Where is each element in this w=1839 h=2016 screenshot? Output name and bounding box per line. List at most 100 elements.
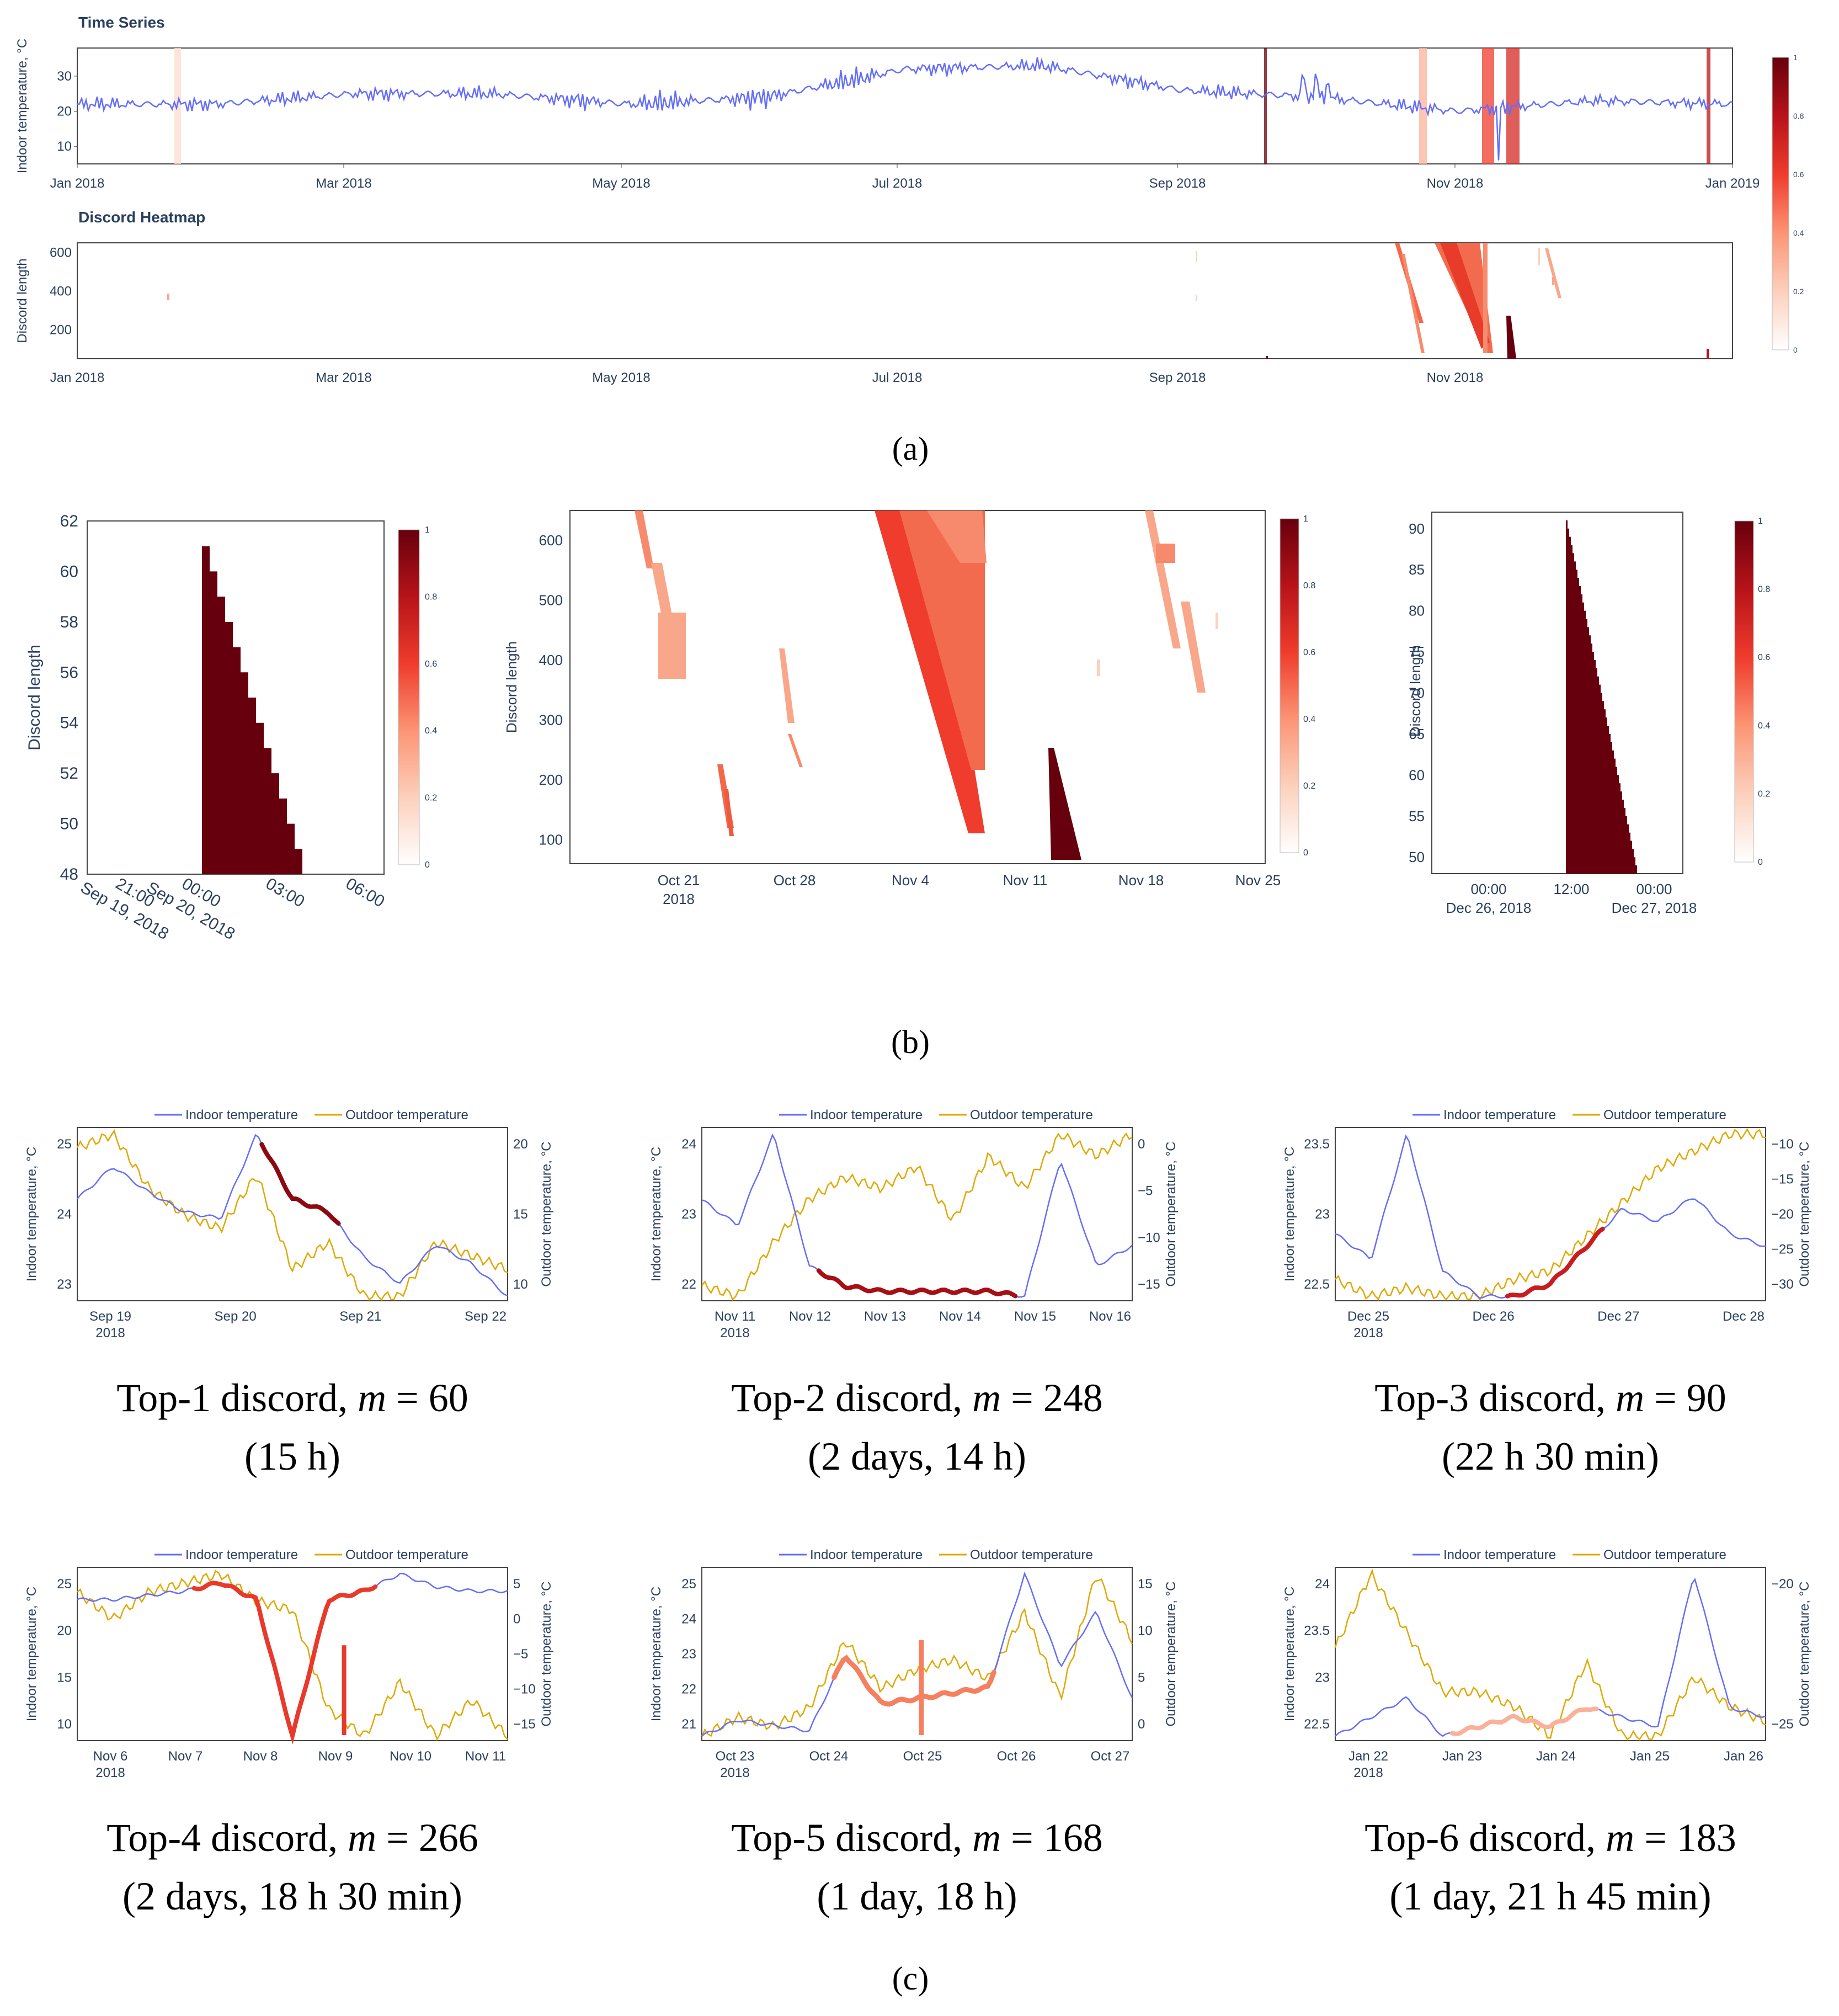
y-tick-label: 55 [1409, 808, 1425, 825]
x-tick-date: 2018 [95, 1326, 125, 1341]
y-left-tick-label: 22 [681, 1682, 696, 1697]
discord-chart-5: Indoor temperature Outdoor temperature 21 2… [649, 1547, 1179, 1918]
heatmap-streak [927, 510, 987, 563]
colorbar-tick-label: 1 [425, 525, 430, 535]
caption-m-value: = 248 [1001, 1376, 1103, 1420]
colorbar-tick-label: 1 [1758, 517, 1763, 526]
caption-m-value: = 183 [1634, 1816, 1736, 1860]
discord-caption-line2: (2 days, 14 h) [808, 1434, 1026, 1478]
x-tick-label: Jan 26 [1724, 1749, 1763, 1764]
y-tick-label: 62 [60, 512, 78, 530]
colorbar-tick-label: 0 [1793, 345, 1798, 354]
x-tick-date: 2018 [720, 1326, 749, 1341]
discord-segment [831, 1655, 996, 1707]
colorbar-tick-label: 1 [1303, 514, 1308, 524]
colorbar-tick-label: 0.6 [1758, 653, 1770, 662]
y-left-label: Indoor temperature, °C [24, 1147, 39, 1281]
x-tick-label: Sep 2018 [1149, 370, 1206, 385]
x-tick-label: Mar 2018 [316, 370, 371, 385]
colorbar-tick-label: 0.2 [425, 794, 437, 803]
outdoor-temperature-line [701, 1132, 1133, 1301]
indoor-temperature-series [77, 57, 1733, 161]
colorbar-tick-label: 0.8 [1758, 585, 1770, 594]
legend-indoor-label: Indoor temperature [1443, 1108, 1556, 1123]
colorbar-tick-label: 0.6 [425, 659, 437, 669]
heatmap-title: Discord Heatmap [78, 209, 205, 226]
x-tick-label: Jan 2018 [50, 176, 105, 191]
heatmap-y-ticks: 200 400 600 [50, 246, 72, 338]
discord-segment [816, 1268, 1018, 1299]
y-right-tick-label: 10 [1138, 1624, 1153, 1639]
y-tick-label: 600 [539, 532, 563, 549]
x-tick-label: Jul 2018 [872, 370, 923, 385]
y-left-label: Indoor temperature, °C [1282, 1147, 1297, 1281]
panel-a-label: (a) [892, 430, 929, 467]
y-right-tick-label: −5 [513, 1647, 528, 1662]
y-right-tick-label: 0 [1138, 1137, 1145, 1152]
x-tick-label: Nov 15 [1014, 1309, 1056, 1324]
x-tick-label: Nov 11 [1003, 872, 1047, 889]
caption-rank: Top-6 discord, [1364, 1816, 1606, 1860]
caption-m-symbol: m [1606, 1816, 1634, 1860]
chart-frame [701, 1567, 1133, 1741]
y-right-label: Outdoor temperature, °C [1797, 1141, 1812, 1286]
heatmap-cell [1552, 277, 1554, 285]
colorbar-tick-label: 0.8 [425, 592, 437, 602]
outdoor-temperature-line [1335, 1127, 1766, 1301]
y-right-tick-label: 0 [513, 1612, 520, 1627]
discord-caption-line2: (1 day, 18 h) [817, 1874, 1017, 1918]
outdoor-temperature-line [76, 1129, 508, 1301]
heatmap-streak [779, 648, 795, 723]
discord-chart-4: Indoor temperature Outdoor temperature 10 1… [24, 1547, 554, 1918]
y-left-tick-label: 25 [57, 1577, 72, 1592]
y-right-label: Outdoor temperature, °C [1164, 1581, 1179, 1726]
x-tick-label: Nov 14 [939, 1309, 981, 1324]
x-tick-label: Nov 4 [892, 872, 929, 889]
discord-segment [191, 1581, 378, 1744]
y-tick-label: 20 [57, 104, 72, 119]
heatmap-cell [1538, 248, 1540, 265]
x-tick-label: Oct 28 [774, 872, 816, 889]
x-tick-label: Nov 6 [93, 1749, 128, 1764]
zoom2-heatmap-cells [635, 510, 1218, 860]
zoom3-y-ticks: 50 55 60 65 70 75 80 85 90 [1409, 520, 1425, 865]
caption-rank: Top-4 discord, [106, 1816, 348, 1860]
zoom2-y-label: Discord length [503, 641, 520, 733]
x-tick-label: 06:00 [343, 875, 388, 911]
discord-segment [1449, 1706, 1599, 1736]
x-tick-label: Nov 2018 [1427, 370, 1484, 385]
heatmap-cell [1707, 349, 1709, 359]
x-tick-label: 00:00 [1636, 881, 1672, 897]
zoom1-y-label: Discord length [25, 645, 44, 751]
heatmap-cell [1266, 356, 1268, 359]
y-tick-label: 60 [60, 562, 78, 581]
colorbar-tick-label: 0.4 [1793, 228, 1804, 237]
colorbar-tick-label: 0.6 [1793, 170, 1804, 179]
y-tick-label: 200 [539, 772, 563, 788]
legend-indoor-label: Indoor temperature [1443, 1547, 1556, 1562]
colorbar-tick-label: 0.2 [1303, 781, 1315, 791]
y-left-tick-label: 23 [1315, 1670, 1330, 1685]
caption-rank: Top-5 discord, [731, 1816, 972, 1860]
y-left-label: Indoor temperature, °C [1282, 1587, 1297, 1721]
x-tick-label: May 2018 [592, 370, 650, 385]
zoom3-colorbar-ticks: 0 0.2 0.4 0.6 0.8 1 [1758, 517, 1770, 867]
caption-m-value: = 266 [376, 1816, 478, 1860]
x-tick-label: Jan 22 [1348, 1749, 1388, 1764]
x-tick-label: Sep 21 [339, 1309, 381, 1324]
x-tick-label: Jan 24 [1536, 1749, 1576, 1764]
y-right-tick-label: 0 [1138, 1717, 1145, 1732]
x-tick-date: 2018 [663, 891, 695, 907]
colorbar-tick-label: 0.4 [1303, 715, 1315, 724]
y-tick-label: 300 [539, 712, 563, 728]
y-tick-label: 50 [1409, 849, 1425, 865]
colorbar-tick-label: 0 [425, 860, 430, 870]
chart-frame [1335, 1127, 1766, 1301]
x-tick-group: 03:00 [263, 875, 308, 911]
heatmap-cell [1156, 544, 1175, 563]
x-tick-date: Dec 27, 2018 [1612, 900, 1697, 916]
y-tick-label: 400 [50, 284, 72, 299]
legend-outdoor-label: Outdoor temperature [1603, 1547, 1726, 1562]
x-tick-date: 2018 [1353, 1326, 1383, 1341]
y-left-tick-label: 25 [57, 1137, 72, 1152]
